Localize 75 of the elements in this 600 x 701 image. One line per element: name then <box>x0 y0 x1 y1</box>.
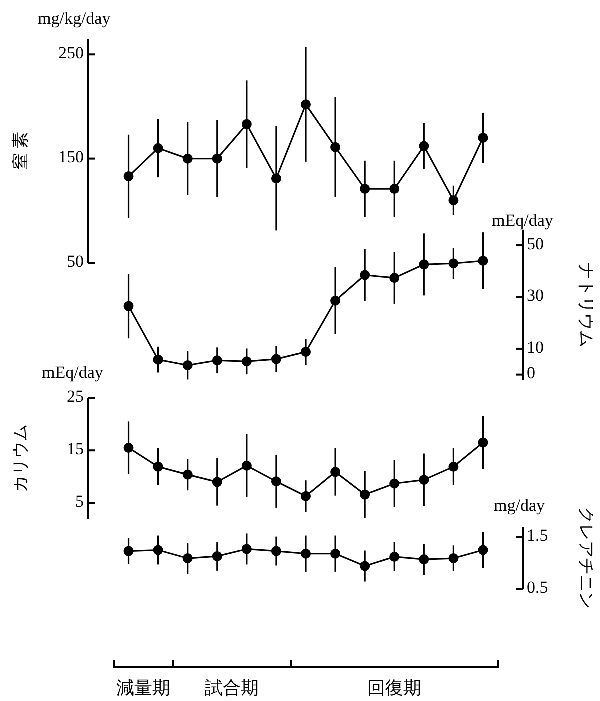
point <box>478 256 488 266</box>
point <box>242 544 252 554</box>
y-tick-label: 10 <box>527 338 544 357</box>
point <box>212 551 222 562</box>
point <box>182 154 193 164</box>
point <box>242 460 252 471</box>
text: 減量期 <box>116 678 171 698</box>
y-axis-title: 窒 素 <box>10 132 30 170</box>
point <box>448 554 459 564</box>
point <box>271 476 282 487</box>
point <box>212 154 222 164</box>
point <box>153 545 164 556</box>
y-tick-label: 50 <box>67 252 84 271</box>
y-tick-label: 150 <box>58 148 84 167</box>
point <box>448 462 459 472</box>
point <box>419 554 430 565</box>
point <box>301 100 311 110</box>
text: 回復期 <box>368 678 422 698</box>
text: 試合期 <box>205 678 260 698</box>
text: mg/kg/day <box>38 8 112 28</box>
y-axis-title: クレアチニン <box>577 507 596 609</box>
y-tick-label: 25 <box>67 386 84 406</box>
annotation: mEq/day <box>492 210 554 230</box>
y-tick-label: 15 <box>67 440 84 459</box>
point <box>390 478 400 489</box>
point <box>360 490 370 500</box>
point <box>419 260 430 270</box>
point <box>153 354 164 365</box>
point <box>242 356 252 367</box>
y-tick-label: 5 <box>76 492 84 512</box>
point <box>271 354 282 364</box>
point <box>182 360 193 371</box>
point <box>182 470 193 480</box>
y-tick-label: 50 <box>527 234 544 254</box>
point <box>448 258 459 269</box>
point <box>390 552 400 562</box>
point <box>212 477 222 488</box>
point <box>360 561 370 572</box>
point <box>330 548 341 559</box>
point <box>478 438 488 448</box>
point <box>124 301 134 312</box>
point <box>182 554 193 564</box>
y-tick-label: 30 <box>527 286 544 306</box>
point <box>301 347 311 358</box>
point <box>153 143 164 154</box>
point <box>124 546 134 556</box>
point <box>330 467 341 478</box>
point <box>419 475 430 486</box>
text: mEq/day <box>42 362 104 382</box>
point <box>360 184 370 194</box>
y-axis-title: ナトリウム <box>577 262 596 348</box>
y-tick-label: 250 <box>58 44 84 63</box>
point <box>271 174 282 184</box>
point <box>419 141 430 152</box>
point <box>124 172 134 182</box>
point <box>212 356 222 366</box>
point <box>242 119 252 130</box>
point <box>330 142 341 152</box>
point <box>390 184 400 194</box>
point <box>301 491 311 502</box>
point <box>448 195 459 206</box>
annotation: mg/day <box>494 496 546 515</box>
y-tick-label: 0 <box>527 364 536 383</box>
y-axis-title: カリウム <box>10 424 30 492</box>
point <box>360 270 370 280</box>
point <box>478 545 488 556</box>
point <box>153 462 164 472</box>
point <box>330 296 341 306</box>
y-tick-label: 0.5 <box>527 578 548 597</box>
point <box>478 132 488 143</box>
point <box>301 548 311 559</box>
y-tick-label: 1.5 <box>527 526 548 546</box>
point <box>271 546 282 556</box>
point <box>124 442 134 453</box>
point <box>390 273 400 284</box>
